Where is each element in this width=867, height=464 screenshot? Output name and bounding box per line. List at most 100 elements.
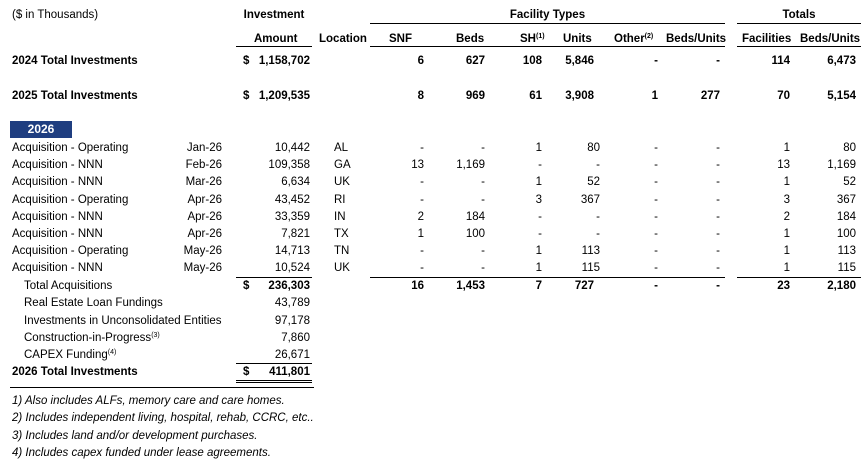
amount-rule [236,46,312,47]
units-note: ($ in Thousands) [12,9,99,21]
row-beds: - [481,142,485,154]
total-acq-total-beds-units: 2,180 [827,280,856,292]
summary-total-beds-units: 6,473 [827,55,856,67]
row-beds: - [481,193,485,206]
row-amount: 10,524 [274,262,310,275]
other-item-amount: 26,671 [274,349,310,361]
row-other: - [654,228,658,240]
row-date: Apr-26 [187,193,222,206]
row-other: - [654,142,658,154]
detail-amount-rule [236,277,312,278]
row-location: UK [334,262,350,275]
row-beds: - [481,245,485,258]
row-total-beds-units: 52 [843,176,856,189]
row-other-beds-units: - [716,142,720,154]
row-sh: - [538,210,542,223]
other-item-label-wrap: CAPEX Funding(4) [24,348,116,362]
row-beds: 100 [465,228,485,240]
row-beds: - [481,262,485,275]
row-date: Jan-26 [186,142,222,154]
row-date: May-26 [183,245,222,258]
row-other-beds-units: - [716,159,720,172]
detail-totals-rule [737,277,861,278]
row-other-beds-units: - [716,210,720,223]
other-item-amount: 97,178 [274,315,310,327]
col-total-beds-units: Beds/Units [800,33,861,45]
detail-facility-rule [370,277,725,278]
summary-amount: 1,158,702 [258,55,310,67]
col-other-footnote: (2) [644,33,654,40]
row-amount: 7,821 [281,228,310,240]
summary-units: 5,846 [565,55,594,67]
row-label: Acquisition - NNN [12,159,103,172]
summary-other: 1 [651,90,658,102]
other-item-amount: 7,860 [281,332,310,344]
row-date: Mar-26 [185,176,222,189]
row-units: - [596,228,600,240]
row-units: 80 [587,142,600,154]
header-facility-types: Facility Types [509,9,586,21]
summary-amount: 1,209,535 [258,90,310,102]
other-item-label-wrap: Construction-in-Progress(3) [24,331,160,345]
row-sh: 1 [535,176,542,189]
row-snf: - [420,193,424,206]
row-units: - [596,159,600,172]
row-location: UK [334,176,350,189]
grand-total-dollar: $ [243,366,250,378]
row-units: - [596,210,600,223]
col-other: Other(2) [614,32,653,46]
row-facilities: 3 [783,193,790,206]
footnote: 2) Includes independent living, hospital… [12,412,314,424]
row-sh: 1 [535,262,542,275]
summary-dollar: $ [243,90,250,102]
grand-total-underline-1 [236,380,312,381]
row-facilities: 1 [783,262,790,275]
row-facilities: 1 [783,228,790,240]
row-location: AL [334,142,349,154]
header-investment: Investment [243,9,305,21]
row-location: RI [334,193,346,206]
row-sh: 1 [535,142,542,154]
row-beds: 184 [465,210,485,223]
row-total-beds-units: 113 [837,245,856,258]
other-item-label: Construction-in-Progress [24,332,152,344]
grand-total-label: 2026 Total Investments [12,366,138,378]
total-acq-amount: 236,303 [268,280,310,292]
summary-facilities: 70 [777,90,790,102]
row-snf: - [420,262,424,275]
row-label: Acquisition - Operating [12,193,129,206]
summary-snf: 8 [417,90,424,102]
summary-other: - [654,55,658,67]
row-snf: 2 [417,210,424,223]
row-sh: - [538,159,542,172]
row-units: 113 [581,245,600,258]
row-other-beds-units: - [716,245,720,258]
summary-snf: 6 [417,55,424,67]
row-total-beds-units: 80 [843,142,856,154]
row-other-beds-units: - [716,262,720,275]
footnote: 3) Includes land and/or development purc… [12,430,258,442]
summary-dollar: $ [243,55,250,67]
col-location: Location [319,33,367,45]
row-date: Apr-26 [187,210,222,223]
grand-total-rule [236,363,312,364]
row-date: Feb-26 [185,159,222,172]
row-date: Apr-26 [187,228,222,240]
total-acq-other: - [654,280,658,292]
header-totals: Totals [782,9,816,21]
summary-label: 2024 Total Investments [12,55,138,67]
summary-units: 3,908 [565,90,594,102]
row-label: Acquisition - NNN [12,176,103,189]
totals-rule [737,23,861,24]
row-other: - [654,193,658,206]
row-other-beds-units: - [716,176,720,189]
row-units: 367 [580,193,600,206]
other-item-amount: 43,789 [274,297,310,309]
row-other: - [654,176,658,189]
row-total-beds-units: 184 [836,210,856,223]
row-snf: 1 [417,228,424,240]
row-location: TX [334,228,349,240]
total-acq-dollar: $ [243,280,250,292]
row-snf: - [420,245,424,258]
summary-sh: 61 [529,90,542,102]
